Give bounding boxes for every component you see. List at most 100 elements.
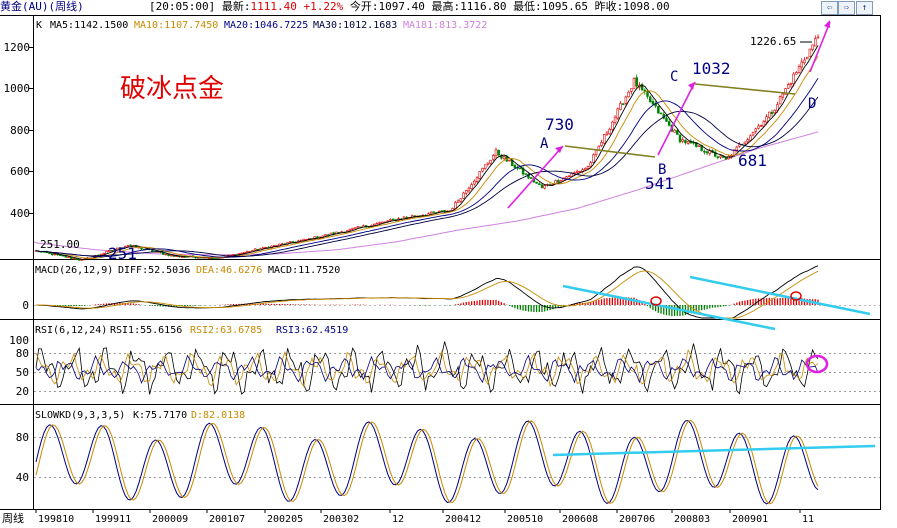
candle-body [253,248,257,251]
candle-body [686,140,690,144]
candle-body [126,245,130,247]
candle-body [464,190,468,194]
candle-body [80,259,84,261]
candle-body [481,167,484,172]
candle-body [781,93,785,98]
arrowhead [688,82,695,90]
y-tick-label: 80 [16,347,29,360]
candle-body [716,156,720,158]
kd-d: D:82.0138 [191,410,245,421]
kd-line [35,419,819,505]
point-b-label: B [658,162,666,178]
x-axis: 199810 199911 200009 200107 200205 200302 12 20… [35,509,814,525]
candle-body [570,173,574,177]
candle-body [494,149,498,157]
point-a-label: A [540,136,549,152]
y-tick-label: 1200 [4,41,31,54]
expand-button[interactable]: ↑ [856,1,873,15]
candle-body [467,187,471,192]
candle-body [808,48,812,57]
kd-support-line [552,444,876,457]
candle-body [559,180,563,183]
candle-body [538,183,541,185]
x-tick-label: 11 [802,514,814,525]
candle-body [657,106,660,114]
prev-close-value: 1098.00 [623,0,670,13]
candle-body [608,128,611,135]
candle-body [272,245,276,247]
candle-body [800,61,804,68]
low-value: 1095.65 [541,0,589,13]
low-price-small: 251.00 [40,238,80,251]
candle-body [648,96,652,103]
macd-line [36,270,819,319]
arrowhead [824,20,830,28]
high-label: 最高: [431,0,461,13]
candle-body [519,167,522,170]
candle-body [473,180,476,185]
open-value: 1097.40 [378,0,425,13]
candle-body [616,108,620,119]
candle-body [556,180,560,183]
candle-body [816,36,820,39]
candle-body [624,96,628,104]
candle-body [324,234,327,236]
candle-body [478,171,482,179]
candle-body [529,177,533,179]
candle-body [640,84,644,91]
point-a-value: 730 [545,115,574,134]
candle-body [694,142,698,147]
rsi1-legend: RSI1:55.6156 [110,325,182,336]
candle-body [635,77,638,87]
rsi-highlight-circle [805,354,829,374]
y-tick-label: 400 [10,207,30,220]
x-tick-label: 200107 [209,514,245,525]
candle-body [697,145,701,147]
candle-body [543,185,546,189]
candle-body [502,156,506,159]
rally-arrow-c [657,81,696,156]
x-tick-label: 200706 [619,514,655,525]
x-tick-label: 200510 [507,514,543,525]
candle-body [118,247,122,249]
candle-body [432,211,436,213]
candle-body [678,134,682,143]
rsi2-legend: RSI2:63.6785 [190,325,262,336]
prev-close-label: 昨收: [594,0,624,13]
high-price-small: 1226.65 [750,35,796,48]
candle-body [405,216,408,219]
x-tick-label: 199810 [38,514,74,525]
candle-body [770,112,774,114]
candle-body [797,66,801,73]
y-tick-label: 1000 [4,82,31,95]
rsi-line [35,354,819,384]
candle-body [99,254,103,256]
candle-body [684,139,687,144]
candle-body [489,159,492,164]
y-tick-label: 20 [16,385,29,398]
candle-body [245,251,249,253]
candle-body [107,250,111,252]
candle-body [391,218,395,221]
candle-body [613,116,617,123]
candle-body [795,72,798,75]
candle-body [375,222,379,225]
candle-body [759,125,763,127]
candle-body [513,165,517,169]
candle-body [786,84,790,89]
candle-body [535,181,538,184]
candle-body [78,259,81,261]
candle-body [67,256,70,259]
y-tick-label: 40 [16,471,29,484]
scroll-right-button[interactable]: ⇨ [838,1,855,15]
point-c-label: C [670,69,678,85]
candle-body [751,132,755,136]
candle-body [578,170,582,173]
x-tick-label: 200009 [152,514,188,525]
scroll-left-button[interactable]: ⇦ [821,1,838,15]
candle-body [389,219,392,221]
candle-body [789,83,793,85]
price-prefix: K [36,20,42,31]
candle-body [48,252,51,255]
x-tick-label: 200302 [323,514,359,525]
